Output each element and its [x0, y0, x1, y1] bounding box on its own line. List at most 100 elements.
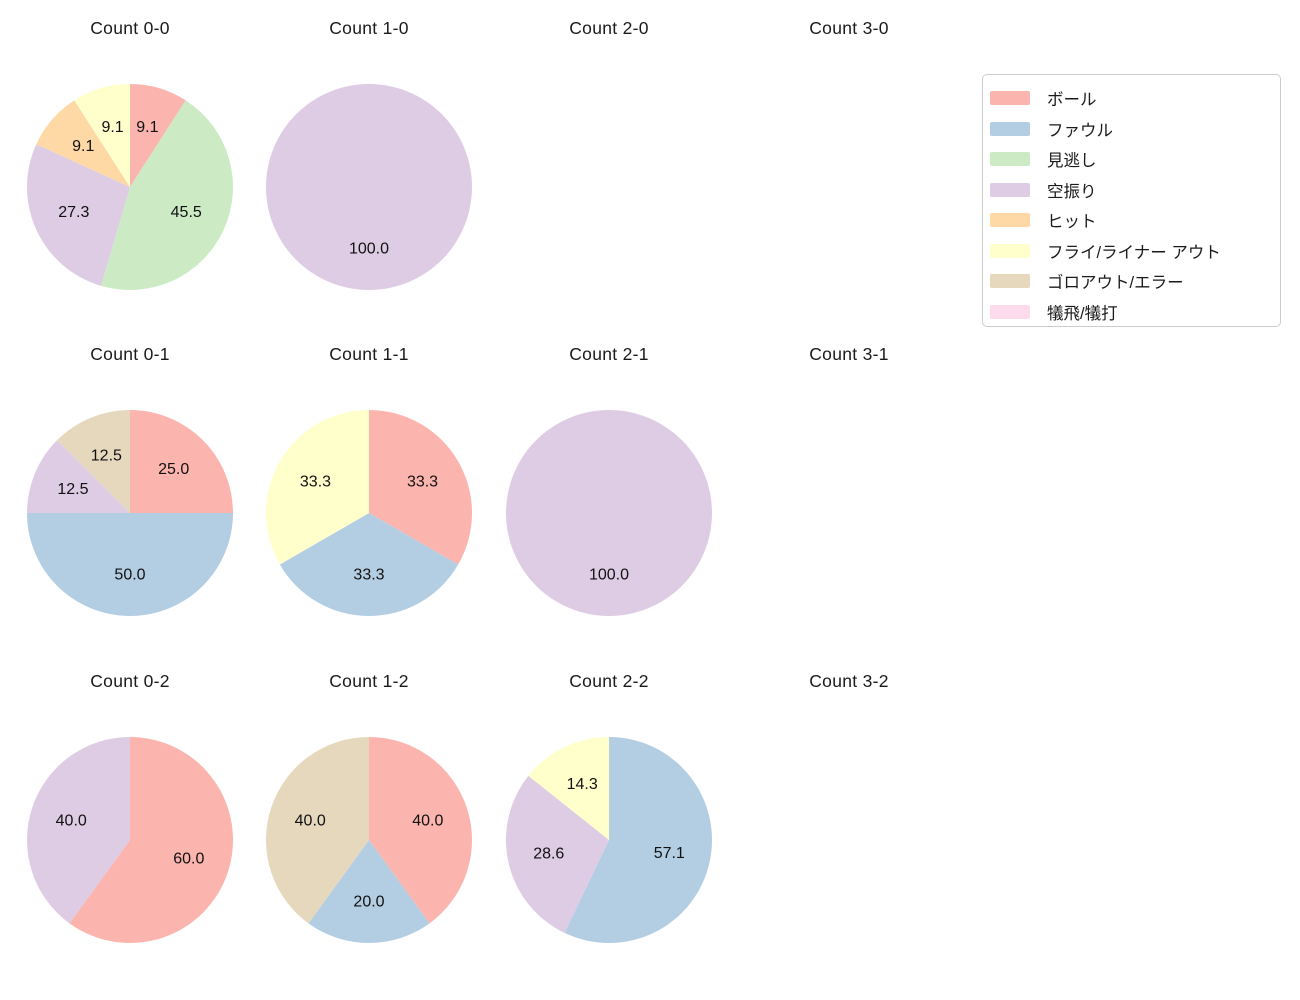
legend: ボール ファウル 見逃し 空振り ヒット フライ/ライナー アウト ゴロアウト/… — [982, 74, 1281, 327]
chart-cell-count-1-2: Count 1-2 40.0 20.0 40.0 — [249, 663, 489, 963]
pie-count-2-0 — [503, 81, 715, 293]
pie-count-1-0: 100.0 — [266, 84, 472, 290]
chart-cell-count-1-0: Count 1-0 100.0 — [249, 10, 489, 310]
chart-title: Count 2-0 — [569, 18, 649, 38]
pie-count-3-0 — [743, 81, 955, 293]
legend-item: フライ/ライナー アウト — [990, 236, 1270, 267]
pie-slice-percent-label: 100.0 — [589, 566, 629, 583]
legend-item-label: ヒット — [1047, 213, 1097, 232]
pie-slice-percent-label: 40.0 — [295, 812, 326, 829]
legend-swatch-ball — [990, 91, 1030, 106]
pie-slice-percent-label: 9.1 — [101, 119, 123, 136]
pie-slice-percent-label: 40.0 — [412, 812, 443, 829]
pie-slice — [369, 410, 473, 565]
chart-title: Count 0-2 — [90, 671, 170, 691]
pie-slice — [26, 737, 131, 924]
pie-slice-percent-label: 57.1 — [654, 845, 685, 862]
pie-count-1-2: 40.0 20.0 40.0 — [265, 737, 473, 944]
pie-count-0-0: 9.1 45.5 27.3 9.1 9.1 — [26, 84, 233, 291]
chart-title: Count 1-0 — [329, 18, 409, 38]
pie-slice — [74, 84, 130, 187]
pie-slice — [564, 737, 712, 943]
pie-slice — [279, 513, 459, 617]
chart-cell-count-1-1: Count 1-1 33.3 33.3 33.3 — [249, 336, 489, 636]
pie-slice-percent-label: 28.6 — [533, 845, 564, 862]
chart-cell-count-3-0: Count 3-0 — [729, 10, 969, 310]
chart-title: Count 3-2 — [809, 671, 889, 691]
pie-slice — [308, 840, 430, 944]
pie-slice — [369, 737, 473, 924]
pie-slice — [265, 410, 369, 565]
chart-cell-count-3-2: Count 3-2 — [729, 663, 969, 963]
legend-swatch-fly-liner-out — [990, 243, 1030, 258]
pie-slice — [506, 410, 712, 616]
pie-slice — [36, 100, 130, 187]
chart-title: Count 2-1 — [569, 344, 649, 364]
pie-count-2-2: 57.1 28.6 14.3 — [506, 737, 712, 943]
pie-slice-percent-label: 20.0 — [353, 893, 384, 910]
chart-title: Count 3-0 — [809, 18, 889, 38]
pie-slice-percent-label: 14.3 — [567, 776, 598, 793]
pie-slice-percent-label: 27.3 — [58, 204, 89, 221]
chart-title: Count 0-0 — [90, 18, 170, 38]
chart-cell-count-2-1: Count 2-1 100.0 — [489, 336, 729, 636]
pie-slice-percent-label: 12.5 — [57, 481, 88, 498]
legend-item: 見逃し — [990, 144, 1270, 175]
pie-slice-percent-label: 25.0 — [158, 461, 189, 478]
legend-item-label: ファウル — [1047, 121, 1113, 140]
pie-slice — [130, 410, 233, 513]
legend-item: 空振り — [990, 175, 1270, 206]
pie-slice-percent-label: 50.0 — [114, 566, 145, 583]
pie-count-2-1: 100.0 — [506, 410, 712, 616]
chart-cell-count-2-2: Count 2-2 57.1 28.6 14.3 — [489, 663, 729, 963]
pie-count-0-2: 60.0 40.0 — [26, 737, 233, 943]
pie-slice — [100, 100, 233, 291]
pie-slice-percent-label: 9.1 — [136, 119, 158, 136]
pie-count-3-1 — [743, 407, 955, 619]
pie-slice-percent-label: 9.1 — [72, 138, 94, 155]
legend-swatch-groundout-error — [990, 274, 1030, 289]
pie-slice — [57, 410, 130, 513]
pie-slice — [528, 737, 609, 840]
legend-item: ゴロアウト/エラー — [990, 266, 1270, 297]
legend-item-label: 犠飛/犠打 — [1047, 304, 1118, 323]
chart-cell-count-0-0: Count 0-0 9.1 45.5 27.3 9.1 9.1 — [10, 10, 250, 310]
pie-slice — [266, 84, 472, 290]
pie-slice — [26, 144, 131, 286]
legend-swatch-swinging-strike — [990, 182, 1030, 197]
pie-count-0-1: 25.0 50.0 12.512.5 — [27, 410, 233, 616]
pie-slice-percent-label: 40.0 — [56, 812, 87, 829]
legend-item-label: ゴロアウト/エラー — [1047, 274, 1184, 293]
pie-slice — [265, 737, 369, 924]
pie-slice-percent-label: 33.3 — [353, 566, 384, 583]
chart-title: Count 3-1 — [809, 344, 889, 364]
chart-title: Count 2-2 — [569, 671, 649, 691]
legend-item: ボール — [990, 83, 1270, 114]
pie-slice — [506, 775, 609, 933]
pie-count-3-2 — [743, 734, 955, 946]
legend-item-label: フライ/ライナー アウト — [1047, 243, 1221, 262]
legend-item-label: 空振り — [1047, 182, 1097, 201]
pie-slice-percent-label: 12.5 — [91, 447, 122, 464]
legend-swatch-hit — [990, 213, 1030, 228]
legend-item-label: 見逃し — [1047, 152, 1097, 171]
chart-title: Count 1-1 — [329, 344, 409, 364]
chart-cell-count-0-2: Count 0-2 60.0 40.0 — [10, 663, 250, 963]
pie-slice — [69, 737, 233, 943]
pie-slice-percent-label: 33.3 — [407, 474, 438, 491]
chart-cell-count-2-0: Count 2-0 — [489, 10, 729, 310]
pie-slice — [27, 513, 233, 616]
legend-item-label: ボール — [1047, 91, 1097, 110]
pie-slice-percent-label: 45.5 — [171, 204, 202, 221]
chart-cell-count-0-1: Count 0-1 25.0 50.0 12.5 12.5 — [10, 336, 250, 636]
pie-slice-percent-label: 100.0 — [349, 240, 389, 257]
legend-item: ヒット — [990, 205, 1270, 236]
legend-item: ファウル — [990, 114, 1270, 145]
legend-swatch-foul — [990, 121, 1030, 136]
pie-slice-percent-label: 33.3 — [300, 474, 331, 491]
chart-cell-count-3-1: Count 3-1 — [729, 336, 969, 636]
legend-item: 犠飛/犠打 — [990, 297, 1270, 328]
pie-count-1-1: 33.3 33.3 33.3 — [265, 410, 473, 617]
pie-slice — [130, 84, 186, 187]
